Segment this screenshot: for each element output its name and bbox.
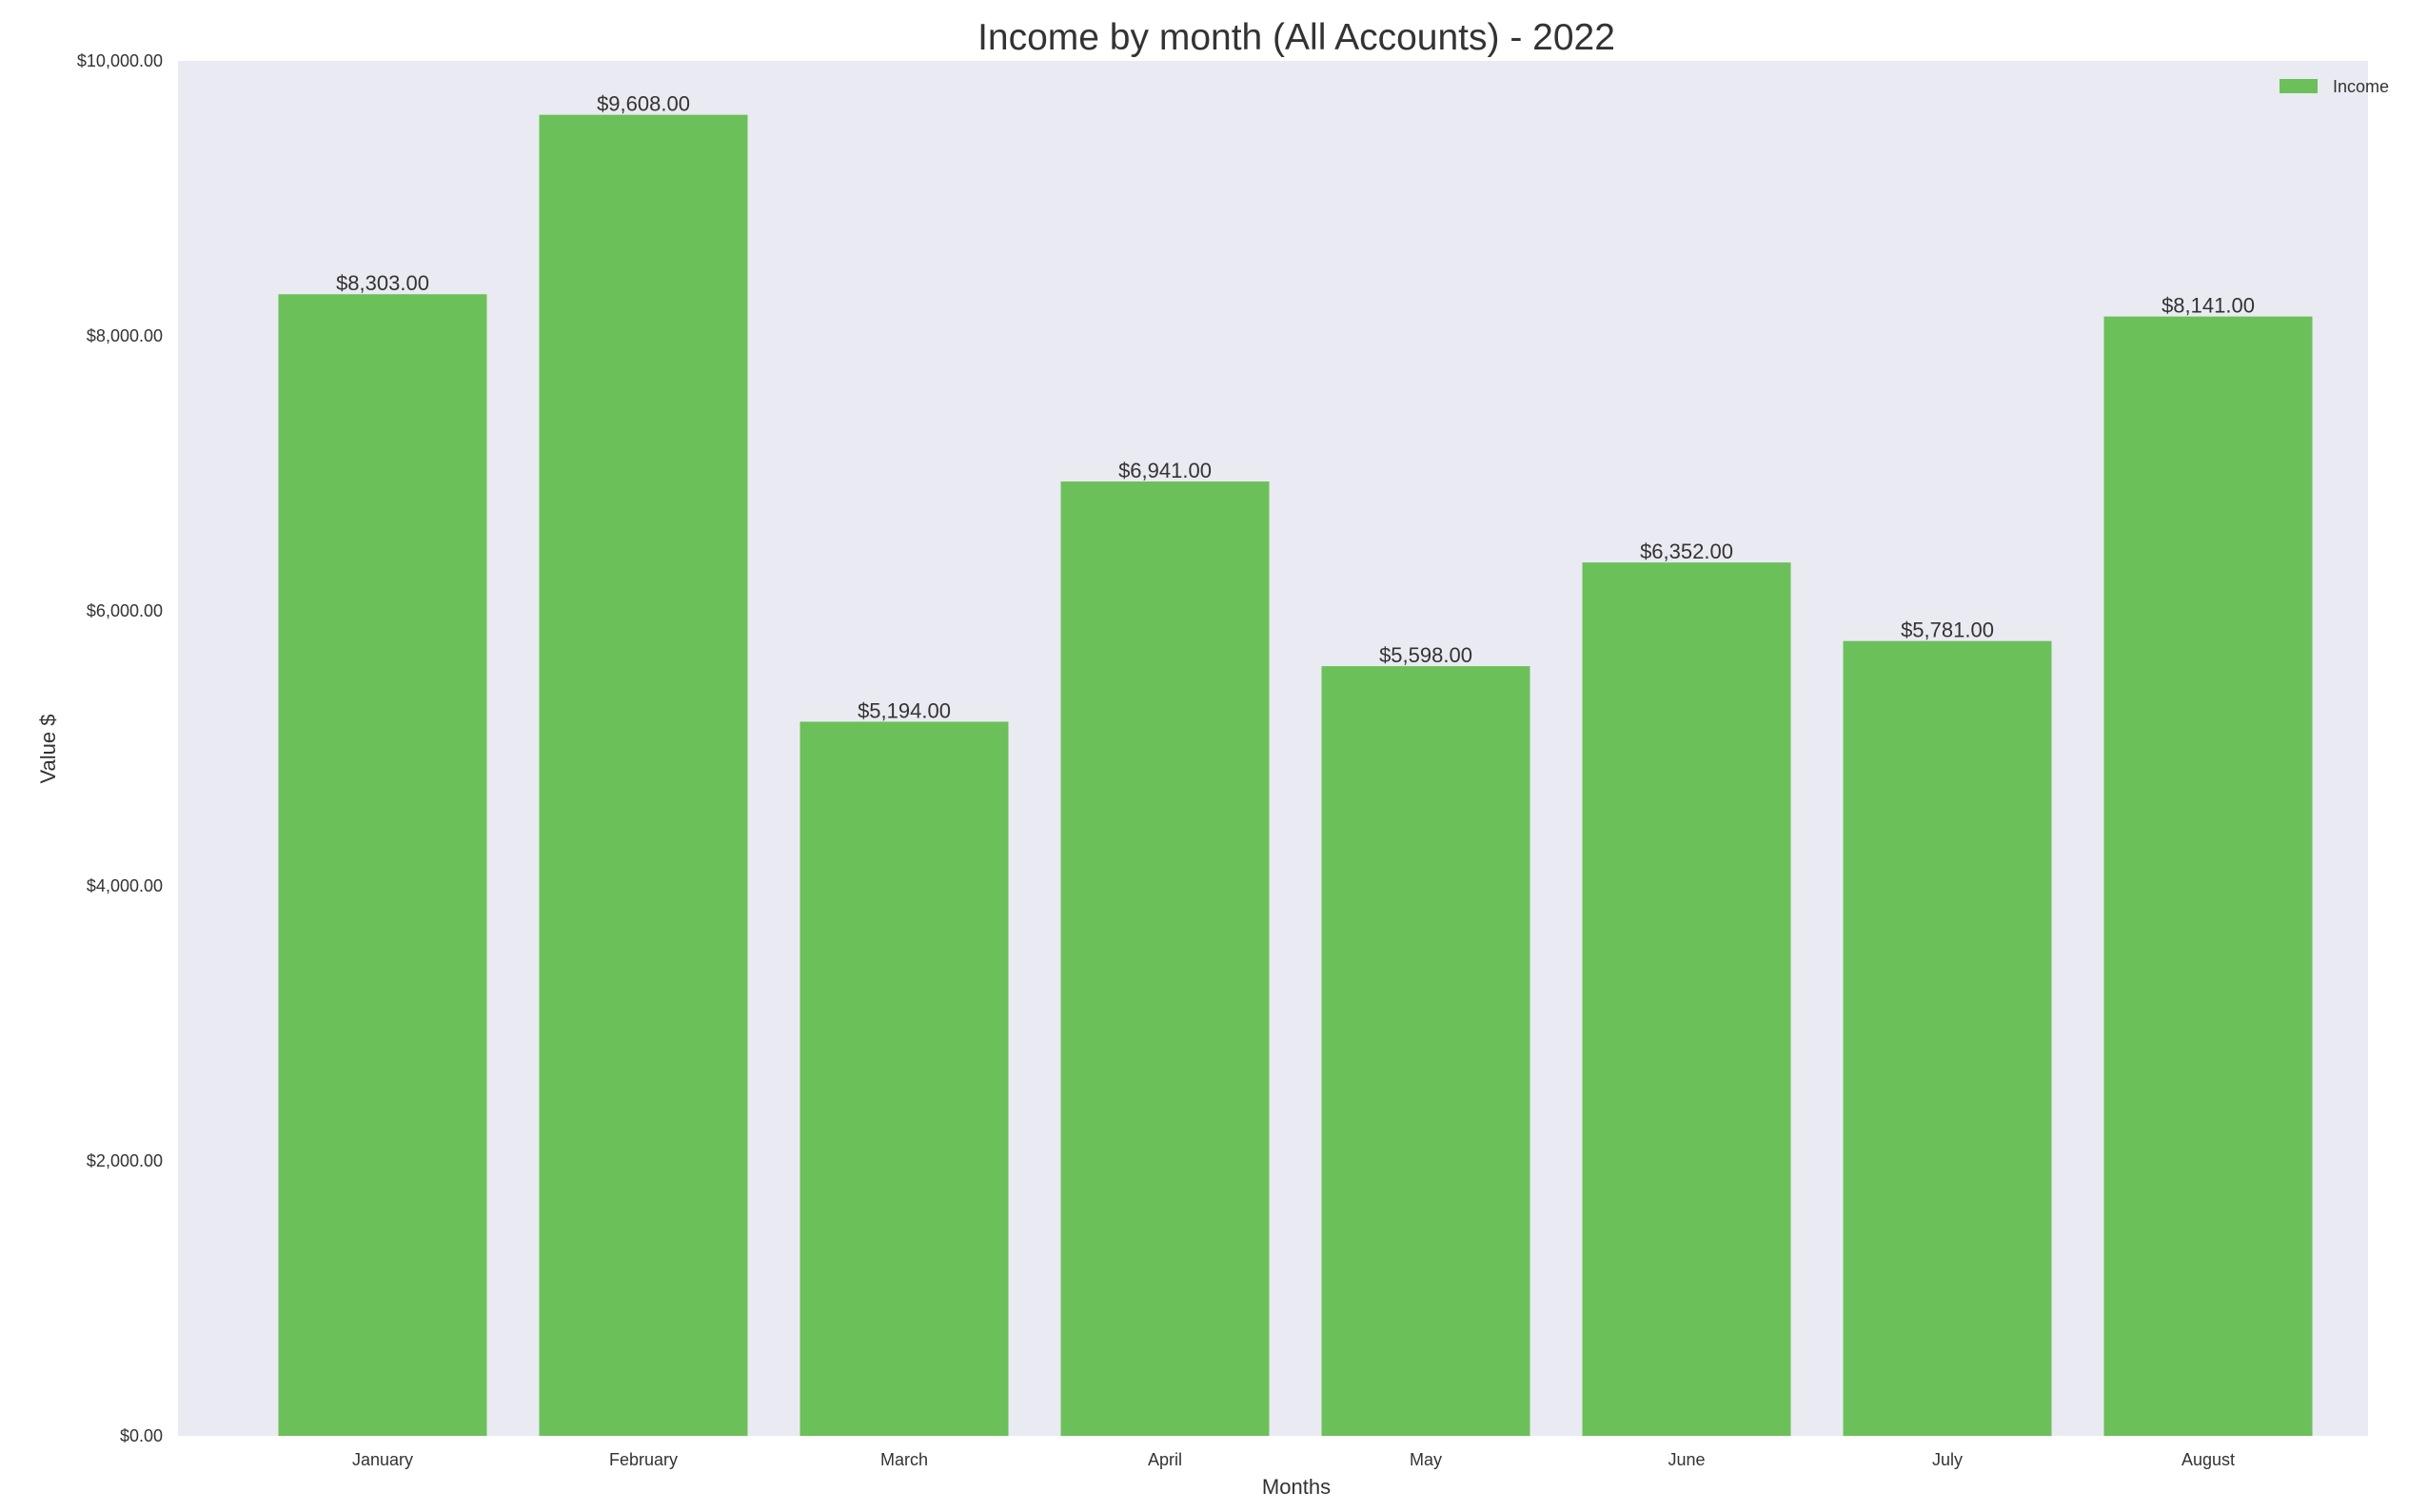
x-tick-label: June — [1668, 1450, 1705, 1469]
bar-value-label: $5,194.00 — [858, 698, 951, 722]
bar — [1321, 666, 1530, 1436]
y-tick-label: $4,000.00 — [87, 876, 163, 895]
bar-value-label: $5,781.00 — [1901, 619, 1994, 642]
x-axis-label: Months — [1262, 1475, 1331, 1499]
y-axis-ticks: $0.00 $2,000.00 $4,000.00 $6,000.00 $8,000.0… — [77, 51, 163, 1445]
y-tick-label: $10,000.00 — [77, 51, 163, 70]
bar-value-label: $9,608.00 — [597, 92, 690, 116]
y-axis-label: Value $ — [36, 715, 60, 784]
bar-value-label: $8,141.00 — [2162, 294, 2255, 318]
data-labels-group: $8,303.00 $9,608.00 $5,194.00 $6,941.00 $5,5… — [336, 92, 2255, 723]
x-tick-label: February — [609, 1450, 678, 1469]
x-tick-label: January — [352, 1450, 413, 1469]
legend-swatch-income — [2280, 79, 2318, 93]
bar-value-label: $6,352.00 — [1640, 540, 1733, 563]
y-tick-label: $6,000.00 — [87, 601, 163, 620]
bar — [1843, 640, 2052, 1436]
x-tick-label: March — [880, 1450, 928, 1469]
x-axis-ticks: January February March April May June July Augu… — [352, 1450, 2235, 1469]
x-tick-label: May — [1410, 1450, 1442, 1469]
y-tick-label: $8,000.00 — [87, 326, 163, 345]
x-tick-label: April — [1148, 1450, 1182, 1469]
bars-group — [278, 114, 2313, 1436]
bar — [2103, 316, 2313, 1436]
bar-value-label: $5,598.00 — [1379, 643, 1472, 667]
y-tick-label: $2,000.00 — [87, 1151, 163, 1170]
bar — [1060, 481, 1270, 1436]
x-tick-label: July — [1932, 1450, 1963, 1469]
chart-title: Income by month (All Accounts) - 2022 — [977, 17, 1615, 58]
legend: Income — [2280, 77, 2389, 96]
bar — [278, 294, 487, 1436]
legend-label-income: Income — [2333, 77, 2389, 96]
bar — [1582, 562, 1791, 1436]
bar-value-label: $6,941.00 — [1118, 459, 1212, 482]
bar-value-label: $8,303.00 — [336, 271, 429, 295]
y-tick-label: $0.00 — [120, 1426, 163, 1445]
bar — [799, 721, 1009, 1436]
bar — [539, 114, 748, 1436]
x-tick-label: August — [2181, 1450, 2235, 1469]
